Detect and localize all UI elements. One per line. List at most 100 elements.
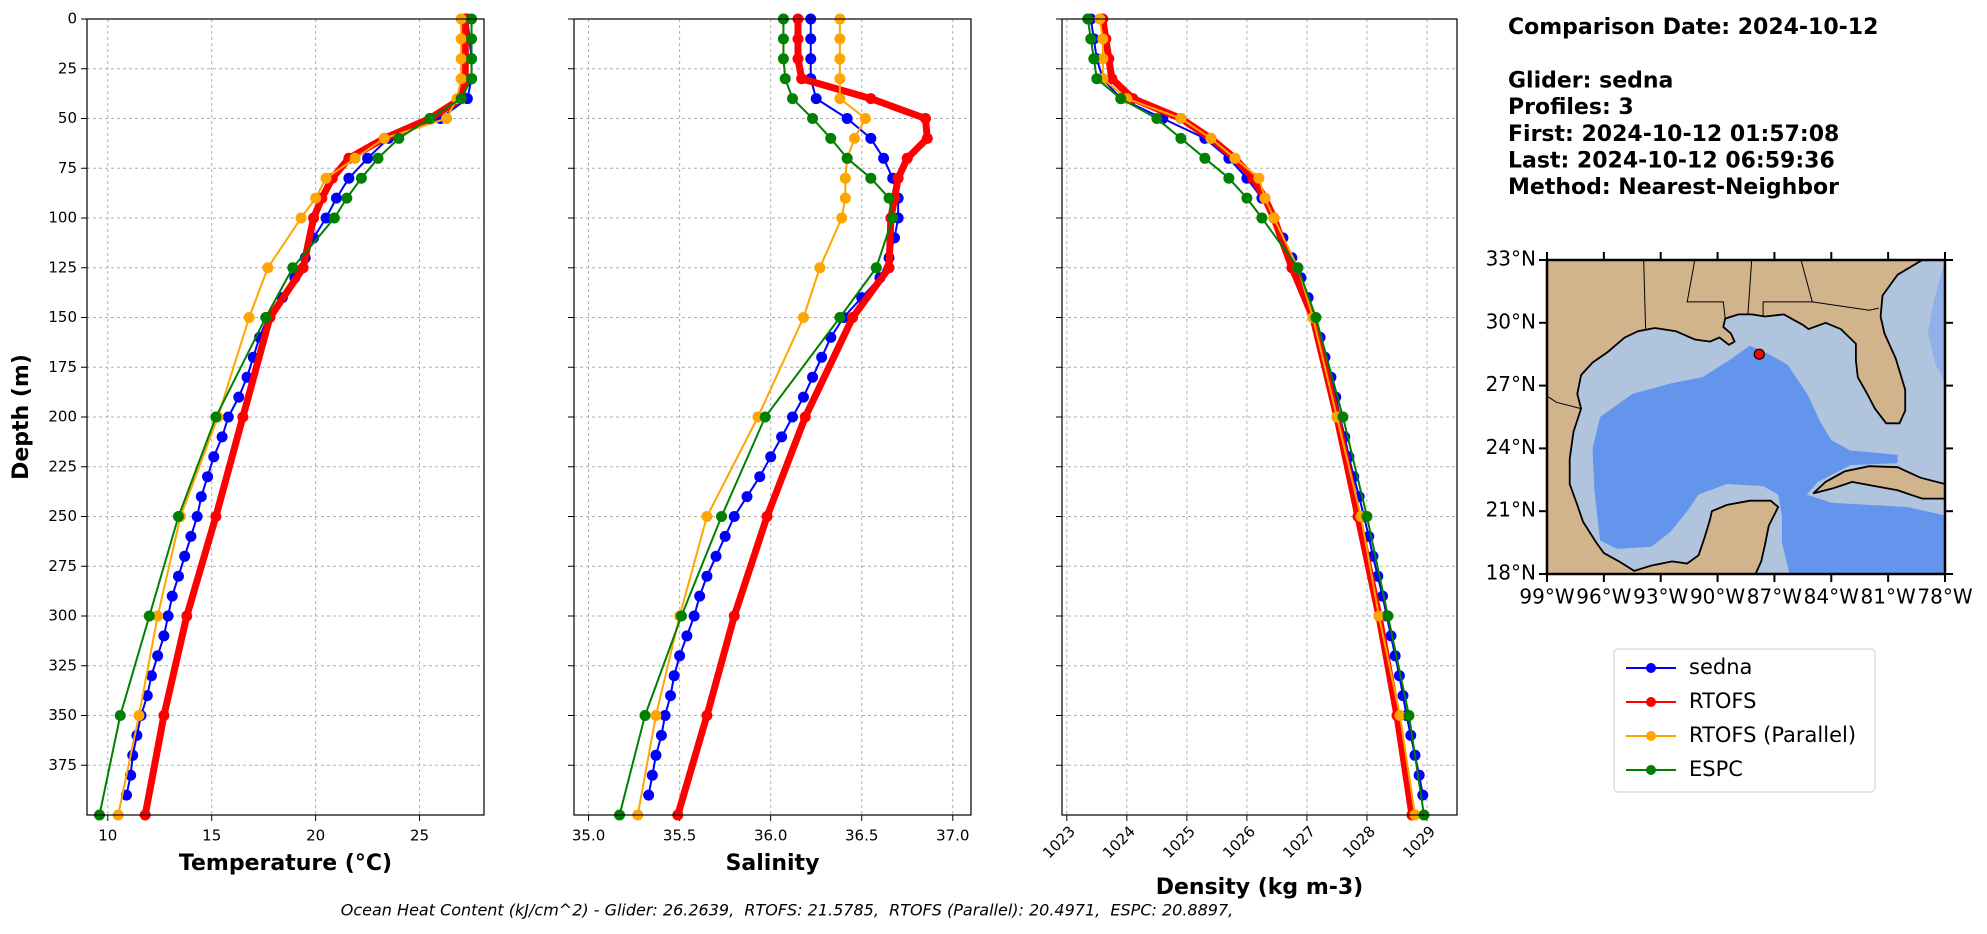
series-marker bbox=[1085, 33, 1097, 45]
series-marker bbox=[466, 73, 478, 85]
series-marker bbox=[393, 132, 405, 144]
legend-marker bbox=[1646, 663, 1656, 673]
series-marker bbox=[297, 262, 309, 274]
series-marker bbox=[777, 33, 789, 45]
x-tick-label: 78°W bbox=[1917, 585, 1972, 609]
x-tick-label: 10 bbox=[98, 827, 117, 845]
x-tick-label: 1028 bbox=[1339, 822, 1379, 862]
series-marker bbox=[1175, 132, 1187, 144]
series-marker bbox=[320, 172, 332, 184]
series-marker bbox=[834, 33, 846, 45]
x-tick-label: 20 bbox=[306, 827, 325, 845]
y-tick-label: 21°N bbox=[1486, 498, 1536, 522]
series-marker bbox=[114, 710, 126, 721]
series-marker bbox=[921, 132, 933, 144]
series-marker bbox=[1413, 769, 1425, 781]
x-tick-label: 90°W bbox=[1690, 585, 1745, 609]
series-marker bbox=[295, 212, 307, 224]
series-marker bbox=[834, 312, 846, 323]
series-marker bbox=[162, 610, 174, 622]
legend-marker bbox=[1646, 731, 1656, 741]
series-marker bbox=[694, 590, 706, 602]
x-tick-label: 1024 bbox=[1099, 822, 1139, 862]
series-marker bbox=[859, 113, 871, 124]
series-line bbox=[1089, 18, 1424, 796]
y-tick-label: 50 bbox=[58, 109, 77, 127]
series-marker bbox=[328, 212, 340, 224]
y-tick-label: 30°N bbox=[1486, 309, 1536, 333]
x-tick-label: 84°W bbox=[1804, 585, 1859, 609]
series-marker bbox=[1361, 511, 1373, 522]
map-frame bbox=[1545, 258, 1947, 576]
x-tick-label: 87°W bbox=[1747, 585, 1802, 609]
series-marker bbox=[847, 312, 859, 323]
series-marker bbox=[237, 411, 249, 423]
y-tick-label: 175 bbox=[48, 358, 77, 376]
y-tick-label: 200 bbox=[48, 408, 77, 426]
series-marker bbox=[172, 570, 184, 582]
series-marker bbox=[1091, 73, 1103, 85]
series-marker bbox=[152, 650, 164, 662]
y-tick-label: 100 bbox=[48, 209, 77, 227]
series-marker bbox=[455, 53, 467, 65]
series-marker bbox=[668, 670, 680, 682]
border bbox=[1686, 260, 1726, 319]
deep-water bbox=[1592, 345, 1945, 574]
series-marker bbox=[1223, 172, 1235, 184]
series-marker bbox=[865, 172, 877, 184]
series-marker bbox=[765, 451, 777, 463]
series-marker bbox=[799, 411, 811, 423]
series-marker bbox=[233, 391, 245, 403]
x-tick-label: 36.0 bbox=[754, 827, 787, 845]
series-marker bbox=[179, 550, 191, 562]
series-marker bbox=[1382, 610, 1394, 622]
series-marker bbox=[807, 113, 819, 124]
series-marker bbox=[761, 511, 773, 522]
series-marker bbox=[143, 610, 155, 622]
series-marker bbox=[728, 511, 740, 522]
x-tick-label: 35.5 bbox=[663, 827, 696, 845]
series-marker bbox=[222, 411, 234, 423]
legend-label: RTOFS bbox=[1689, 689, 1756, 713]
series-marker bbox=[797, 391, 809, 403]
series-marker bbox=[1310, 312, 1322, 323]
series-marker bbox=[919, 113, 931, 124]
border bbox=[1547, 395, 1582, 410]
series-marker bbox=[1405, 729, 1417, 741]
series-marker bbox=[839, 192, 851, 204]
y-tick-label: 150 bbox=[48, 308, 77, 326]
series-marker bbox=[349, 152, 361, 164]
legend-label: ESPC bbox=[1689, 757, 1743, 781]
series-marker bbox=[262, 262, 274, 274]
series-marker bbox=[792, 33, 804, 45]
y-tick-label: 325 bbox=[48, 656, 77, 674]
series-marker bbox=[805, 53, 817, 65]
series-marker bbox=[1292, 262, 1304, 274]
series-marker bbox=[185, 530, 197, 542]
info-line: Comparison Date: 2024-10-12 bbox=[1508, 15, 1878, 40]
y-tick-label: 250 bbox=[48, 507, 77, 525]
series-marker bbox=[210, 511, 222, 522]
plot-frame bbox=[1061, 18, 1458, 816]
series-marker bbox=[1115, 93, 1127, 105]
series-marker bbox=[145, 670, 157, 682]
x-tick-label: 1029 bbox=[1399, 822, 1439, 862]
series-marker bbox=[216, 431, 228, 443]
series-marker bbox=[816, 351, 828, 363]
legend-marker bbox=[1646, 765, 1656, 775]
series-marker bbox=[466, 33, 478, 45]
series-marker bbox=[330, 192, 342, 204]
series-marker bbox=[777, 53, 789, 65]
series-marker bbox=[210, 411, 222, 423]
series-marker bbox=[810, 93, 822, 105]
series-marker bbox=[870, 262, 882, 274]
y-tick-label: 75 bbox=[58, 159, 77, 177]
y-tick-label: 300 bbox=[48, 607, 77, 625]
series-marker bbox=[208, 451, 220, 463]
cuba bbox=[1812, 465, 1945, 500]
series-marker bbox=[805, 33, 817, 45]
series-marker bbox=[181, 610, 193, 622]
series-marker bbox=[372, 152, 384, 164]
x-axis-label: Temperature (°C) bbox=[179, 851, 392, 876]
